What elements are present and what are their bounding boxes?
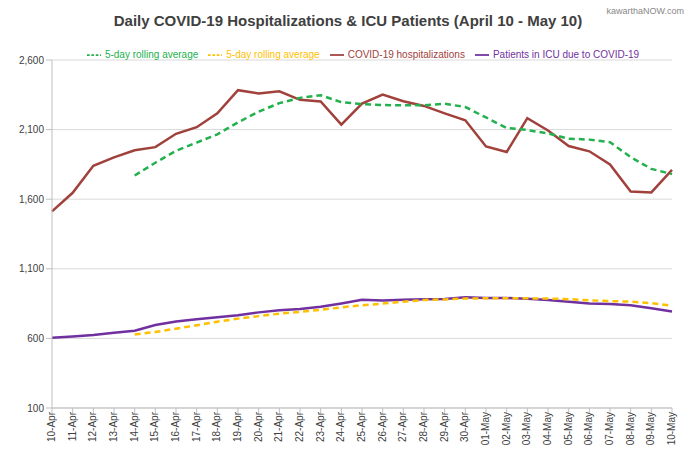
html-text:5-day rolling average: 5-day rolling average — [226, 48, 320, 60]
svg-text:05-May: 05-May — [563, 412, 574, 445]
svg-text:10-May: 10-May — [666, 412, 677, 445]
svg-text:06-May: 06-May — [583, 412, 594, 445]
svg-text:28-Apr: 28-Apr — [418, 411, 429, 442]
svg-text:1,600: 1,600 — [19, 194, 44, 205]
svg-text:2,100: 2,100 — [19, 124, 44, 135]
svg-text:1,100: 1,100 — [19, 263, 44, 274]
svg-text:23-Apr: 23-Apr — [315, 411, 326, 442]
svg-text:07-May: 07-May — [604, 412, 615, 445]
svg-text:16-Apr: 16-Apr — [170, 411, 181, 442]
svg-text:100: 100 — [27, 403, 44, 414]
svg-text:09-May: 09-May — [645, 412, 656, 445]
svg-text:12-Apr: 12-Apr — [87, 411, 98, 442]
html-text:COVID-19 hospitalizations: COVID-19 hospitalizations — [347, 48, 465, 60]
svg-text:27-Apr: 27-Apr — [397, 411, 408, 442]
svg-text:2,600: 2,600 — [19, 55, 44, 66]
svg-text:15-Apr: 15-Apr — [149, 411, 160, 442]
svg-text:20-Apr: 20-Apr — [253, 411, 264, 442]
svg-text:24-Apr: 24-Apr — [335, 411, 346, 442]
html-text:Daily COVID-19 Hospitalization: Daily COVID-19 Hospitalizations & ICU Pa… — [113, 12, 583, 29]
svg-text:17-Apr: 17-Apr — [191, 411, 202, 442]
svg-text:22-Apr: 22-Apr — [294, 411, 305, 442]
svg-text:02-May: 02-May — [501, 412, 512, 445]
svg-text:01-May: 01-May — [480, 412, 491, 445]
svg-text:03-May: 03-May — [521, 412, 532, 445]
html-text:Patients in ICU due to COVID-1: Patients in ICU due to COVID-19 — [492, 48, 640, 60]
svg-text:04-May: 04-May — [542, 412, 553, 445]
svg-text:25-Apr: 25-Apr — [356, 411, 367, 442]
svg-text:21-Apr: 21-Apr — [273, 411, 284, 442]
svg-text:18-Apr: 18-Apr — [211, 411, 222, 442]
svg-text:19-Apr: 19-Apr — [232, 411, 243, 442]
svg-text:30-Apr: 30-Apr — [459, 411, 470, 442]
html-text:5-day rolling average: 5-day rolling average — [104, 48, 199, 60]
svg-text:26-Apr: 26-Apr — [377, 411, 388, 442]
svg-text:29-Apr: 29-Apr — [439, 411, 450, 442]
svg-text:14-Apr: 14-Apr — [129, 411, 140, 442]
html-text:kawarthaNOW.com: kawarthaNOW.com — [606, 6, 684, 16]
svg-text:08-May: 08-May — [625, 412, 636, 445]
svg-text:13-Apr: 13-Apr — [108, 411, 119, 442]
svg-text:600: 600 — [27, 333, 44, 344]
svg-text:10-Apr: 10-Apr — [46, 411, 57, 442]
svg-text:11-Apr: 11-Apr — [67, 411, 78, 441]
